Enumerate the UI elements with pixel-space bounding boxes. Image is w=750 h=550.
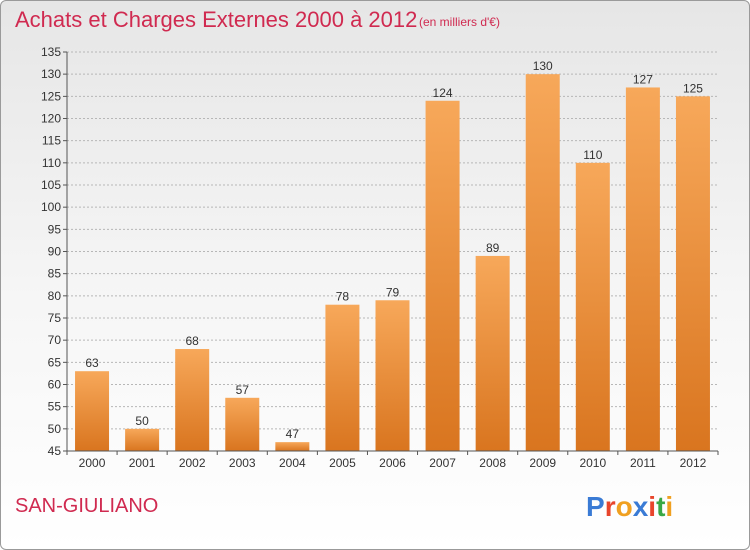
y-tick-label: 90 [48,245,62,259]
x-tick-label: 2002 [179,456,206,470]
y-tick-label: 55 [48,400,62,414]
y-tick-label: 130 [41,67,61,81]
y-tick-label: 100 [41,200,61,214]
value-label-2001: 50 [135,414,149,428]
value-label-2004: 47 [286,427,300,441]
y-axis-ticks: 45 50 55 60 65 70 75 80 85 90 95 100 105 110 115 120 125… [41,45,67,458]
chart-title: Achats et Charges Externes 2000 à 2012 [15,7,418,32]
bar-2009 [525,74,560,452]
y-tick-label: 125 [41,89,61,103]
value-label-2009: 130 [533,59,553,73]
y-tick-label: 60 [48,378,62,392]
y-tick-label: 65 [48,355,62,369]
x-tick-label: 2009 [529,456,556,470]
y-tick-label: 85 [48,267,62,281]
y-tick-label: 45 [48,444,62,458]
logo-letter: i [648,491,657,522]
x-tick-label: 2012 [680,456,707,470]
value-label-2007: 124 [433,86,453,100]
y-tick-label: 50 [48,422,62,436]
bar-2000 [75,371,110,451]
x-tick-label: 2008 [479,456,506,470]
axes [66,52,718,452]
value-label-2005: 78 [336,290,350,304]
commune-name: SAN-GIULIANO [15,495,159,517]
bar-2003 [225,397,260,451]
value-label-2010: 110 [583,148,602,162]
proxiti-logo[interactable]: Proxiti [586,491,673,523]
logo-letter: t [656,491,666,522]
bar-2006 [375,300,410,451]
value-label-2002: 68 [186,334,200,348]
y-tick-label: 95 [48,222,62,236]
bar-2005 [325,304,360,451]
logo-letter: r [604,491,616,522]
bar-2012 [675,96,710,451]
value-label-2003: 57 [236,383,250,397]
x-tick-label: 2003 [229,456,256,470]
x-tick-label: 2007 [429,456,456,470]
x-axis-ticks: 2000 2001 2002 2003 2004 2005 2006 2007 2008 2009… [66,451,719,470]
y-tick-label: 120 [41,112,61,126]
bar-2007 [425,100,460,452]
bar-2008 [475,255,510,451]
bars [75,74,710,452]
value-label-2012: 125 [683,81,703,95]
chart-units: (en milliers d'€) [419,15,500,29]
y-tick-label: 105 [41,178,61,192]
value-label-2008: 89 [486,241,500,255]
y-tick-label: 70 [48,333,62,347]
y-tick-label: 80 [48,289,62,303]
y-tick-label: 75 [48,311,62,325]
value-label-2011: 127 [633,72,653,86]
value-labels: 63 50 68 57 47 78 79 124 89 130 110 127 125 [85,59,703,441]
y-tick-label: 110 [42,156,61,170]
bar-2010 [575,162,610,452]
y-tick-label: 115 [42,134,61,148]
logo-letter: x [632,491,649,522]
logo-letter: o [615,491,633,522]
bar-2011 [625,87,660,451]
x-tick-label: 2005 [329,456,356,470]
y-tick-label: 135 [41,45,61,59]
bar-2001 [125,428,160,451]
x-tick-label: 2010 [579,456,606,470]
x-tick-label: 2011 [630,456,656,470]
value-label-2000: 63 [85,356,99,370]
logo-letter: P [586,491,605,522]
bar-2002 [175,349,210,451]
value-label-2006: 79 [386,285,400,299]
logo-letter: i [665,491,674,522]
x-tick-label: 2000 [79,456,106,470]
bar-2004 [275,442,310,451]
x-tick-label: 2004 [279,456,306,470]
x-tick-label: 2001 [129,456,156,470]
x-tick-label: 2006 [379,456,406,470]
